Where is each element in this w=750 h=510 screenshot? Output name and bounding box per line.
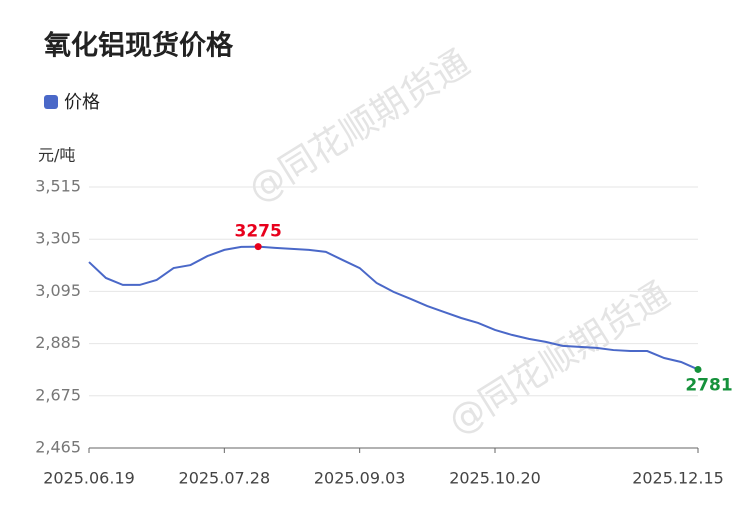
chart-title: 氧化铝现货价格 [43,30,234,62]
marker [694,365,702,373]
y-tick-label: 3,305 [35,229,81,248]
x-tick-label: 2025.10.20 [449,469,541,488]
y-tick-label: 2,675 [35,385,81,404]
x-tick-label: 2025.07.28 [179,469,271,488]
data-label: 3275 [235,222,282,242]
marker [254,243,262,251]
legend-swatch [44,95,58,109]
y-tick-label: 2,465 [35,438,81,457]
y-tick-label: 2,885 [35,333,81,352]
x-tick-label: 2025.12.15 [632,469,724,488]
x-tick-label: 2025.09.03 [314,469,406,488]
line [88,245,699,371]
y-tick-label: 3,095 [35,281,81,300]
watermark: @同花顺期货通 [441,275,676,443]
x-tick-label: 2025.06.19 [43,469,135,488]
legend-label[interactable]: 价格 [64,92,100,113]
y-tick-label: 3,515 [35,177,81,196]
watermark: @同花顺期货通 [241,43,476,211]
data-label: 2781 [685,375,732,395]
y-unit: 元/吨 [38,146,75,165]
